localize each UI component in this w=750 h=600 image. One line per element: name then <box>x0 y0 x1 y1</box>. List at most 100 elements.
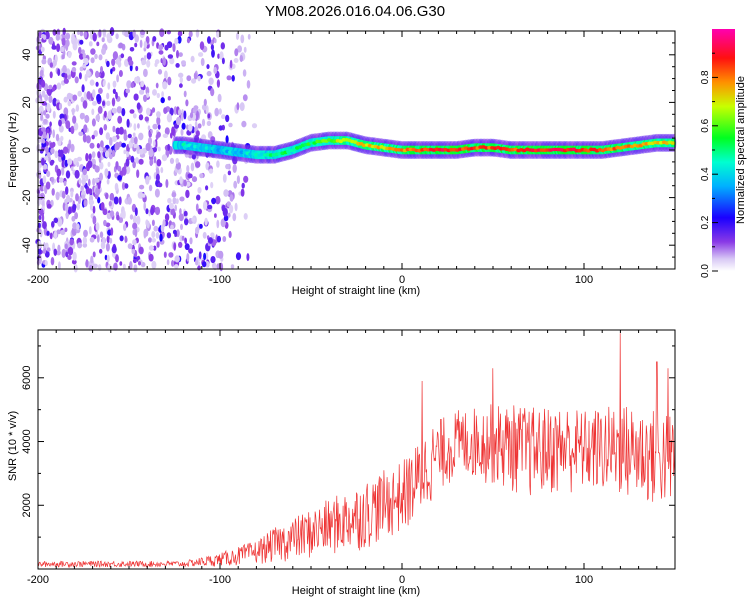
spectrogram-noise-cell <box>129 109 135 114</box>
spectrogram-noise-cell <box>105 192 109 200</box>
spectrogram-noise-cell <box>143 40 148 49</box>
spectrogram-noise-cell <box>92 263 98 269</box>
spectrogram-noise-cell <box>46 231 50 236</box>
spectrogram-noise-cell <box>101 37 105 43</box>
spectrogram-noise-cell <box>102 100 106 107</box>
spectrogram-noise-cell <box>99 147 103 152</box>
spectrogram-y-tick-label: 40 <box>21 49 33 61</box>
spectrogram-noise-cell <box>216 219 220 229</box>
spectrogram-noise-cell <box>88 41 93 47</box>
spectrogram-noise-cell <box>96 234 100 243</box>
spectrogram-noise-cell <box>79 66 84 72</box>
spectrogram-noise-cell <box>216 79 220 88</box>
spectrogram-noise-cell <box>160 224 165 233</box>
spectrogram-noise-cell <box>67 51 72 59</box>
spectrogram-noise-cell <box>229 194 234 202</box>
spectrogram-noise-cell <box>178 72 184 78</box>
spectrogram-noise-cell <box>129 47 135 52</box>
spectrogram-heatmap <box>35 27 677 273</box>
spectrogram-noise-cell <box>99 231 104 238</box>
spectrogram-noise-cell <box>173 242 177 251</box>
spectrogram-noise-cell <box>134 42 138 48</box>
spectrogram-noise-cell <box>60 229 66 236</box>
spectrogram-noise-cell <box>203 98 207 106</box>
spectrogram-noise-cell <box>113 196 119 205</box>
spectrogram-noise-cell <box>124 235 128 243</box>
spectrogram-noise-cell <box>152 36 157 42</box>
spectrogram-noise-cell <box>183 90 187 98</box>
spectrogram-noise-cell <box>186 37 191 44</box>
spectrogram-noise-cell <box>83 58 89 65</box>
spectrogram-noise-cell <box>38 170 42 176</box>
spectrogram-noise-cell <box>186 75 192 82</box>
spectrogram-noise-cell <box>210 44 214 51</box>
spectrogram-x-tick-label: -200 <box>27 274 49 286</box>
spectrogram-noise-cell <box>174 264 179 269</box>
spectrogram-noise-cell <box>197 187 202 194</box>
spectrogram-noise-cell <box>114 182 119 192</box>
spectrogram-noise-cell <box>216 263 221 270</box>
spectrogram-noise-cell <box>228 230 232 239</box>
spectrogram-noise-cell <box>96 143 100 149</box>
spectrogram-noise-cell <box>136 215 141 225</box>
spectrogram-noise-cell <box>105 242 110 252</box>
spectrogram-noise-cell <box>55 133 60 142</box>
spectrogram-noise-cell <box>48 36 54 45</box>
spectrogram-noise-cell <box>105 132 111 140</box>
spectrogram-noise-cell <box>225 114 230 123</box>
spectrogram-noise-cell <box>189 237 193 245</box>
spectrogram-noise-cell <box>227 170 232 176</box>
spectrogram-noise-cell <box>215 196 221 205</box>
spectrogram-y-tick-label: -40 <box>21 237 33 253</box>
spectrogram-noise-cell <box>152 140 156 147</box>
spectrogram-noise-cell <box>85 153 89 162</box>
spectrogram-noise-cell <box>94 53 98 60</box>
spectrogram-noise-cell <box>146 52 152 60</box>
spectrogram-noise-cell <box>115 33 119 40</box>
spectrogram-noise-cell <box>213 66 217 74</box>
spectrogram-noise-cell <box>127 133 132 139</box>
spectrogram-noise-cell <box>107 263 112 273</box>
spectrogram-noise-cell <box>56 229 61 235</box>
spectrogram-noise-cell <box>43 110 47 116</box>
colorbar-label: Normalized spectral amplitude <box>735 76 747 224</box>
spectrogram-noise-cell <box>91 118 96 127</box>
spectrogram-noise-cell <box>72 94 78 101</box>
spectrogram-noise-cell <box>143 94 148 103</box>
spectrogram-noise-cell <box>82 242 88 248</box>
spectrogram-noise-cell <box>36 227 41 233</box>
spectrogram-noise-cell <box>134 34 139 43</box>
spectrogram-noise-cell <box>100 202 105 211</box>
spectrogram-noise-cell <box>175 116 182 126</box>
spectrogram-noise-cell <box>42 163 48 170</box>
spectrogram-noise-cell <box>214 107 219 117</box>
spectrogram-noise-cell <box>137 191 144 199</box>
spectrogram-noise-cell <box>208 168 214 174</box>
spectrogram-noise-cell <box>41 127 46 132</box>
spectrogram-noise-cell <box>61 54 65 60</box>
spectrogram-noise-cell <box>78 53 84 60</box>
spectrogram-noise-cell <box>194 121 198 128</box>
spectrogram-noise-cell <box>63 180 67 186</box>
spectrogram-noise-cell <box>54 150 59 159</box>
spectrogram-noise-cell <box>195 259 199 266</box>
spectrogram-noise-cell <box>123 133 128 141</box>
spectrogram-noise-cell <box>83 199 88 207</box>
spectrogram-noise-cell <box>138 114 144 121</box>
spectrogram-noise-cell <box>128 60 134 66</box>
spectrogram-noise-cell <box>242 69 247 77</box>
spectrogram-noise-cell <box>78 131 84 137</box>
spectrogram-noise-cell <box>65 32 71 40</box>
spectrogram-noise-cell <box>49 232 53 240</box>
spectrogram-noise-cell <box>139 39 143 48</box>
snr-y-tick-label: 6000 <box>21 366 33 390</box>
spectrogram-noise-cell <box>188 30 193 38</box>
spectrogram-noise-cell <box>246 253 250 262</box>
spectrogram-noise-cell <box>123 223 127 231</box>
spectrogram-noise-cell <box>86 91 91 100</box>
spectrogram-noise-cell <box>39 69 44 77</box>
spectrogram-noise-cell <box>111 149 116 157</box>
spectrogram-noise-cell <box>64 243 68 250</box>
spectrogram-noise-cell <box>229 59 233 69</box>
spectrogram-noise-cell <box>99 248 103 254</box>
